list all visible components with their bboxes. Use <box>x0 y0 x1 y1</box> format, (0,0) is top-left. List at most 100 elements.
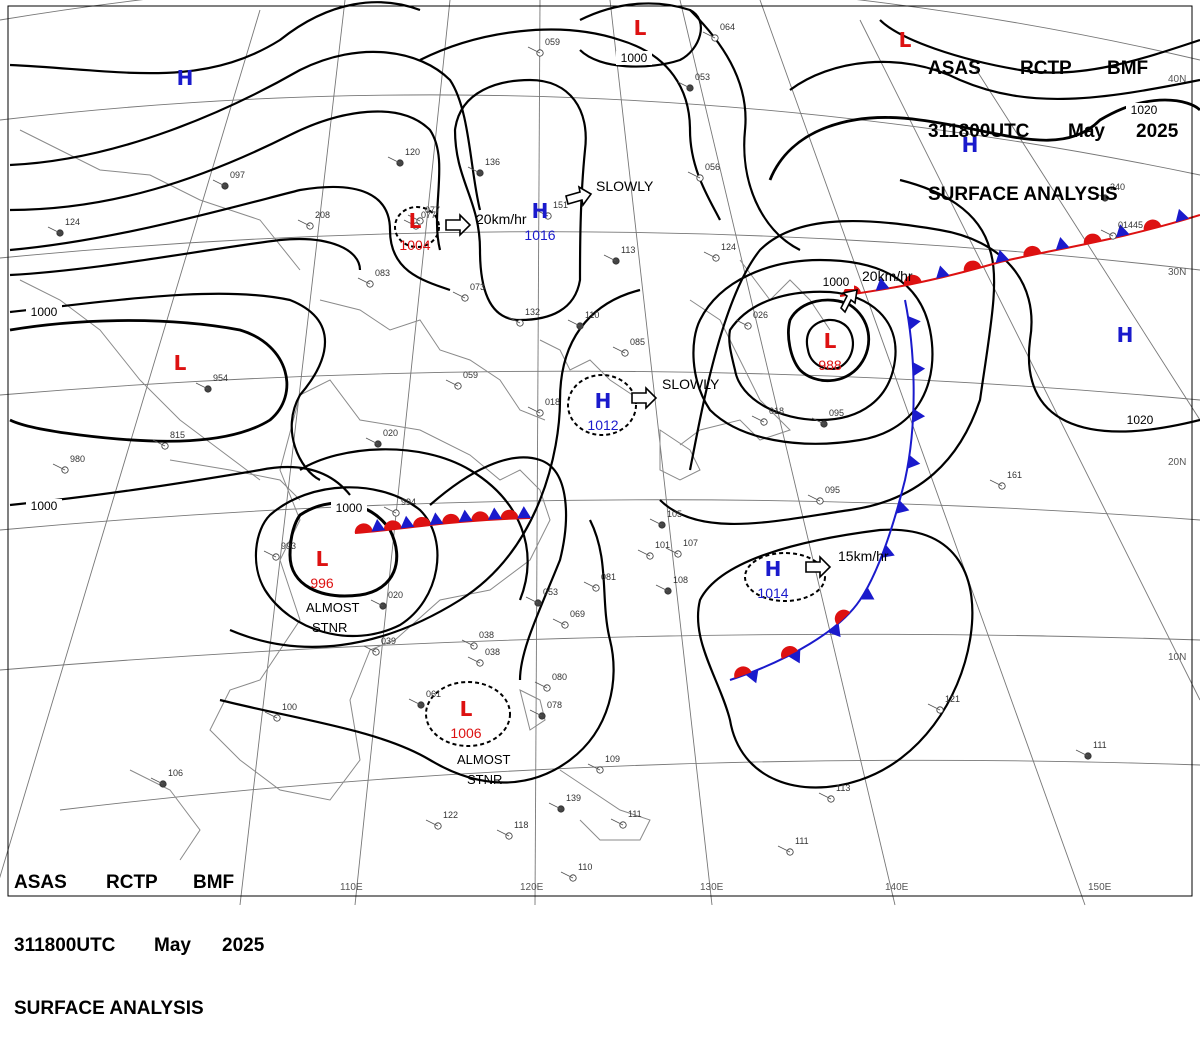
station-model: 081 <box>583 572 616 592</box>
center-pressure-value: 988 <box>818 357 842 373</box>
station-model: 208 <box>297 210 330 230</box>
station-pressure: 078 <box>547 700 562 710</box>
isobar-value-label: 1000 <box>31 499 58 513</box>
latitude-label: 40N <box>1168 74 1186 85</box>
cold-front-symbol <box>1115 224 1130 238</box>
station-model: 059 <box>527 37 560 57</box>
warm-front-symbol <box>354 523 373 534</box>
station-plots: 097 077 208 124 083 073 954 815 980 020 994 993 020 0… <box>47 22 1143 882</box>
movement-label: 15km/hr <box>838 548 889 564</box>
station-pressure: 097 <box>230 170 245 180</box>
station-pressure: 110 <box>585 310 599 320</box>
station-model: 026 <box>735 310 768 330</box>
station-model: 018 <box>751 406 784 426</box>
station-pressure: 081 <box>601 572 616 582</box>
station-pressure: 109 <box>605 754 620 764</box>
cold-front-symbol <box>787 649 801 664</box>
cold-front-symbol <box>371 519 386 532</box>
station-model: 993 <box>263 541 296 561</box>
station-model: 124 <box>703 242 736 262</box>
station-model: 111 <box>777 836 809 856</box>
low-center-marker: L <box>316 547 329 571</box>
cold-front-symbol <box>907 315 921 330</box>
warm-front-symbol <box>1143 219 1162 231</box>
movement-arrows <box>445 185 858 579</box>
station-pressure: 124 <box>65 217 80 227</box>
high-center-marker: H <box>765 557 782 581</box>
cold-front-symbol <box>827 623 841 638</box>
station-model: 980 <box>52 454 85 474</box>
station-model: 01445 <box>1100 220 1143 240</box>
center-note: STNR <box>312 620 347 635</box>
header-top-time: 311800UTC <box>928 121 1030 142</box>
isobar-value-label: 1000 <box>31 305 58 319</box>
header-top-title: SURFACE ANALYSIS <box>928 184 1118 205</box>
low-center-marker: L <box>634 16 647 40</box>
station-pressure: 018 <box>545 397 560 407</box>
station-model: 121 <box>927 694 960 714</box>
station-model: 994 <box>383 497 416 517</box>
cold-front-symbol <box>895 500 910 514</box>
high-center-marker: H <box>595 389 612 413</box>
longitude-label: 130E <box>700 882 724 893</box>
latitude-label: 20N <box>1168 457 1186 468</box>
station-pressure: 077 <box>425 205 440 215</box>
station-model: 038 <box>467 647 500 667</box>
warm-front-symbol <box>834 609 851 625</box>
station-pressure: 106 <box>168 768 183 778</box>
station-model: 954 <box>195 373 228 393</box>
station-model: 132 <box>507 307 540 327</box>
warm-front-symbol <box>781 645 798 660</box>
station-model: 108 <box>655 575 688 595</box>
warm-front-symbol <box>442 513 461 524</box>
station-model: 111 <box>610 809 642 829</box>
high-center-marker: H <box>532 199 549 223</box>
station-model: 109 <box>587 754 620 774</box>
station-pressure: 061 <box>426 689 441 699</box>
station-model: 100 <box>264 702 297 722</box>
isobar-value-label: 1000 <box>336 501 363 515</box>
station-pressure: 053 <box>695 72 710 82</box>
station-pressure: 980 <box>70 454 85 464</box>
cold-front-symbol <box>400 515 415 529</box>
station-pressure: 053 <box>543 587 558 597</box>
station-pressure: 111 <box>628 809 642 819</box>
cold-front-symbol <box>458 509 473 523</box>
warm-front-symbol <box>500 509 519 520</box>
header-bottom-code: BMF <box>193 872 235 893</box>
station-pressure: 020 <box>388 590 403 600</box>
station-pressure: 039 <box>381 636 396 646</box>
station-pressure: 026 <box>753 310 768 320</box>
station-model: 113 <box>818 783 850 803</box>
station-model: 815 <box>152 430 185 450</box>
station-pressure: 100 <box>282 702 297 712</box>
station-pressure: 993 <box>281 541 296 551</box>
center-pressure-value: 1006 <box>450 725 481 741</box>
station-pressure: 111 <box>795 836 809 846</box>
center-pressure-value: 1004 <box>399 237 430 253</box>
station-model: 080 <box>534 672 567 692</box>
warm-front-symbol <box>1083 233 1102 245</box>
latitude-label: 10N <box>1168 652 1186 663</box>
high-center-marker: H <box>177 66 194 90</box>
low-center-marker: L <box>460 697 473 721</box>
cold-front-symbol <box>860 587 875 600</box>
station-model: 139 <box>548 793 581 813</box>
grid-labels: 110E 120E 130E 140E 150E 10N 20N 30N 40N <box>340 74 1186 893</box>
high-center-marker: H <box>962 133 979 157</box>
station-pressure: 107 <box>683 538 698 548</box>
station-pressure: 815 <box>170 430 185 440</box>
station-pressure: 064 <box>720 22 735 32</box>
header-top-month: May <box>1068 121 1105 142</box>
station-pressure: 122 <box>443 810 458 820</box>
header-bottom-agency: ASAS <box>14 872 67 893</box>
station-pressure: 01445 <box>1118 220 1143 230</box>
station-model: 122 <box>425 810 458 830</box>
station-model: 105 <box>649 509 682 529</box>
station-model: 095 <box>807 485 840 505</box>
isobar-value-label: 1000 <box>823 275 850 289</box>
station-pressure: 113 <box>836 783 850 793</box>
station-model: 120 <box>387 147 420 167</box>
station-pressure: 139 <box>566 793 581 803</box>
station-model: 110 <box>567 310 599 330</box>
